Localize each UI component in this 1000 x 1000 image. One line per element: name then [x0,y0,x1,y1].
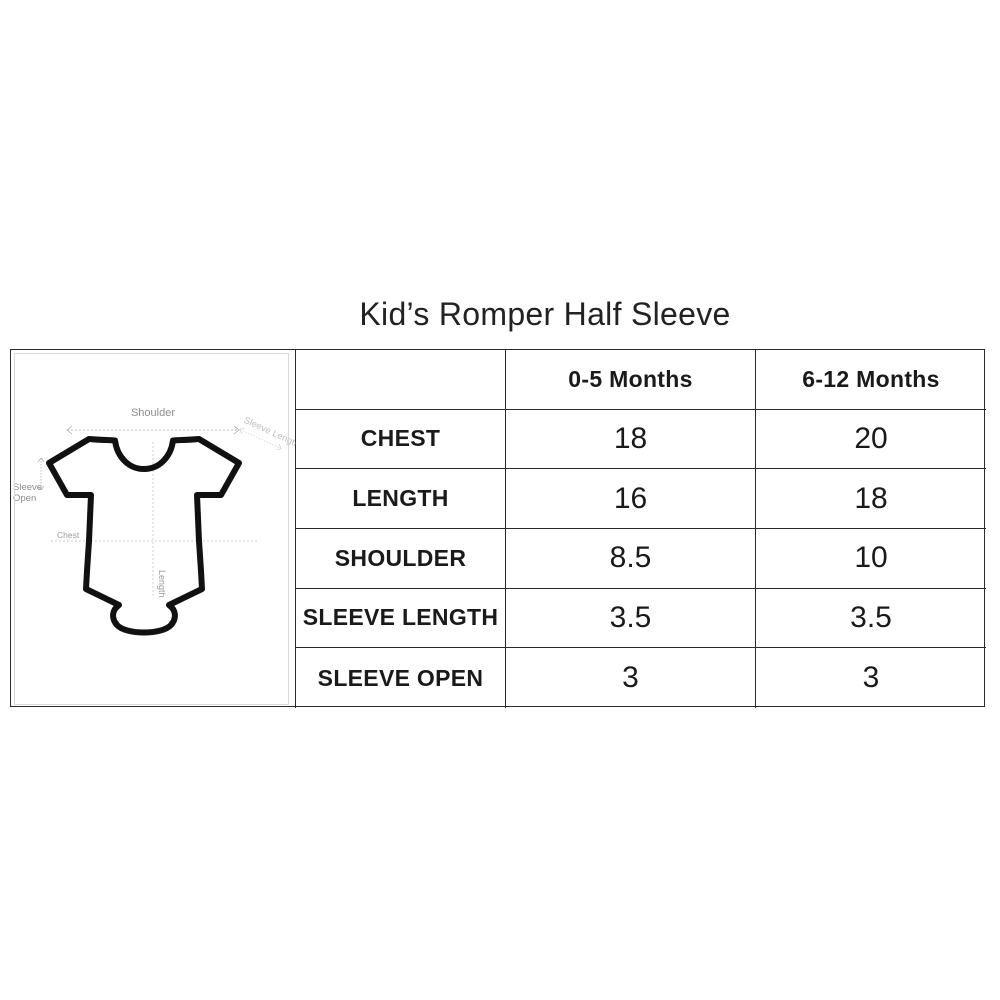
svg-text:Shoulder: Shoulder [131,407,175,419]
svg-text:Sleeve Length: Sleeve Length [242,415,296,451]
svg-text:Open: Open [13,493,36,504]
svg-text:Length: Length [157,570,167,598]
svg-text:Chest: Chest [57,530,80,540]
svg-text:Sleeve: Sleeve [13,482,42,493]
